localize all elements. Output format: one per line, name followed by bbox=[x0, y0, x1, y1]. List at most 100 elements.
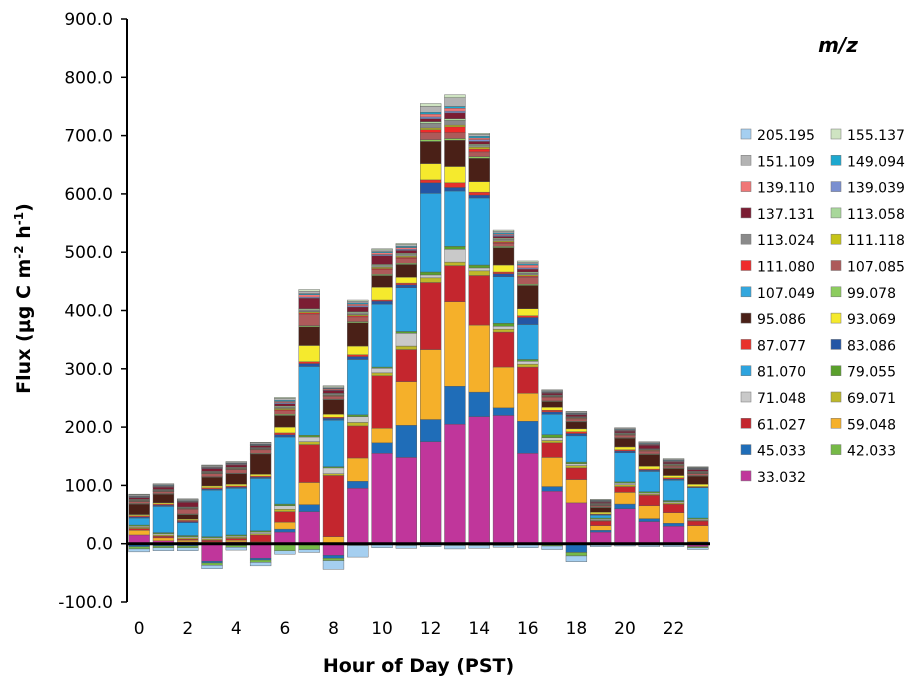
bar-segment-61-027 bbox=[492, 331, 515, 368]
x-tick-label: 20 bbox=[614, 619, 636, 639]
legend-label: 149.094 bbox=[847, 154, 905, 170]
legend-label: 61.027 bbox=[757, 417, 806, 433]
bar-segment-155-137 bbox=[249, 442, 272, 444]
bar-segment-81-070 bbox=[249, 478, 272, 532]
y-tick-label: 900.0 bbox=[64, 10, 113, 30]
x-tick-label: 16 bbox=[517, 619, 539, 639]
legend-label: 59.048 bbox=[847, 417, 896, 433]
bar-segment-79-055 bbox=[274, 503, 296, 507]
bar-segment-83-086 bbox=[565, 433, 588, 437]
bar-segment-42-033 bbox=[322, 558, 345, 561]
bar-segment-45-033 bbox=[517, 421, 539, 454]
bar-segment-42-033 bbox=[177, 545, 199, 548]
legend-label: 151.109 bbox=[757, 154, 815, 170]
bar-segment-139-110 bbox=[371, 252, 393, 255]
bar-segment-95-086 bbox=[274, 415, 296, 428]
bar-segment-83-086 bbox=[298, 363, 320, 367]
bar-segment-151-109 bbox=[395, 244, 417, 247]
x-tick-label: 0 bbox=[134, 619, 145, 639]
legend-swatch bbox=[740, 418, 752, 429]
bar-segment-33-032 bbox=[298, 511, 320, 544]
bar-segment-87-077 bbox=[517, 315, 539, 318]
legend-swatch bbox=[830, 418, 842, 429]
bar-segment-113-024 bbox=[420, 123, 442, 129]
y-tick-label: 400.0 bbox=[64, 302, 113, 322]
bar-segment-71-048 bbox=[274, 505, 296, 510]
bar-segment-61-027 bbox=[371, 375, 393, 429]
bar-segment-83-086 bbox=[468, 194, 490, 199]
bar-segment-95-086 bbox=[614, 437, 636, 448]
bar-segment-155-137 bbox=[177, 498, 199, 500]
bar-segment-45-033 bbox=[274, 528, 296, 533]
bar-segment-99-078 bbox=[420, 139, 442, 142]
bar-segment-71-048 bbox=[395, 333, 417, 347]
bar-segment-81-070 bbox=[662, 479, 685, 501]
bar-segment-137-131 bbox=[177, 502, 199, 508]
bar-segment-71-048 bbox=[420, 274, 442, 279]
bar-segment-69-071 bbox=[298, 441, 320, 445]
legend-label: 93.069 bbox=[847, 312, 896, 328]
bar-segment-113-024 bbox=[298, 309, 320, 312]
bar-segment-81-070 bbox=[565, 435, 588, 463]
legend-label: 87.077 bbox=[757, 338, 806, 354]
bar-segment-79-055 bbox=[492, 323, 515, 327]
bar-segment-59-048 bbox=[371, 428, 393, 444]
bar-segment-113-024 bbox=[517, 272, 539, 276]
bar-segment-59-048 bbox=[541, 457, 563, 487]
bar-segment-137-131 bbox=[541, 393, 563, 396]
bar-segment-113-058 bbox=[444, 118, 466, 121]
bar-segment-137-131 bbox=[468, 141, 490, 145]
bar-segment-111-118 bbox=[444, 124, 466, 128]
legend-swatch bbox=[830, 444, 842, 455]
bar-segment-69-071 bbox=[274, 509, 296, 512]
bar-segment-71-048 bbox=[298, 436, 320, 442]
bar-segment-95-086 bbox=[225, 473, 247, 485]
bar-segment-205-195 bbox=[347, 545, 369, 558]
bar-segment-87-077 bbox=[298, 361, 320, 364]
bar-segment-137-131 bbox=[638, 444, 660, 449]
legend-label: 137.131 bbox=[757, 207, 815, 223]
bar-segment-59-048 bbox=[590, 525, 612, 531]
bar-segment-59-048 bbox=[662, 512, 685, 524]
bar-segment-87-077 bbox=[541, 409, 563, 413]
bar-segment-155-137 bbox=[444, 94, 466, 98]
bar-segment-69-071 bbox=[468, 270, 490, 276]
bar-segment-83-086 bbox=[614, 450, 636, 453]
bar-segment-155-137 bbox=[468, 133, 490, 135]
bar-segment-155-137 bbox=[638, 441, 660, 443]
bar-segment-61-027 bbox=[444, 265, 466, 302]
bar-segment-93-069 bbox=[565, 428, 588, 432]
bar-segment-93-069 bbox=[590, 512, 612, 515]
bar-segment-113-058 bbox=[420, 121, 442, 124]
bar-segment-59-048 bbox=[395, 381, 417, 426]
bar-segment-95-086 bbox=[420, 141, 442, 164]
x-tick-label: 18 bbox=[566, 619, 588, 639]
bar-segment-139-039 bbox=[420, 116, 442, 119]
bar-segment-93-069 bbox=[322, 414, 345, 418]
bar-segment-69-071 bbox=[492, 328, 515, 333]
bar-segment-45-033 bbox=[492, 407, 515, 416]
bar-segment-81-070 bbox=[128, 517, 150, 526]
bar-segment-205-195 bbox=[201, 565, 223, 569]
legend-label: 33.032 bbox=[757, 470, 806, 486]
bar-segment-69-071 bbox=[517, 363, 539, 368]
legend-swatch bbox=[830, 391, 842, 403]
legend-swatch bbox=[830, 128, 842, 140]
y-tick-label: 300.0 bbox=[64, 360, 113, 380]
bar-segment-149-094 bbox=[420, 112, 442, 115]
bar-segment-81-070 bbox=[322, 419, 345, 467]
bar-segment-71-048 bbox=[444, 249, 466, 263]
bar-segment-83-086 bbox=[395, 284, 417, 288]
bar-segment-45-033 bbox=[201, 560, 223, 564]
bar-segment-93-069 bbox=[517, 308, 539, 316]
bar-segment-79-055 bbox=[347, 414, 369, 417]
bar-segment-69-071 bbox=[395, 345, 417, 350]
legend-swatch bbox=[830, 181, 842, 192]
y-axis-ticks: -100.0 0.0 100.0 200.0 300.0 400.0 500.0 600.0 7… bbox=[58, 10, 127, 613]
bar-segment-155-137 bbox=[225, 461, 247, 463]
bar-segment-113-024 bbox=[347, 312, 369, 315]
bar-segment-95-086 bbox=[298, 326, 320, 346]
legend-label: 81.070 bbox=[757, 365, 806, 381]
bar-segment-111-118 bbox=[420, 127, 442, 130]
bar-segment-205-195 bbox=[541, 545, 563, 550]
